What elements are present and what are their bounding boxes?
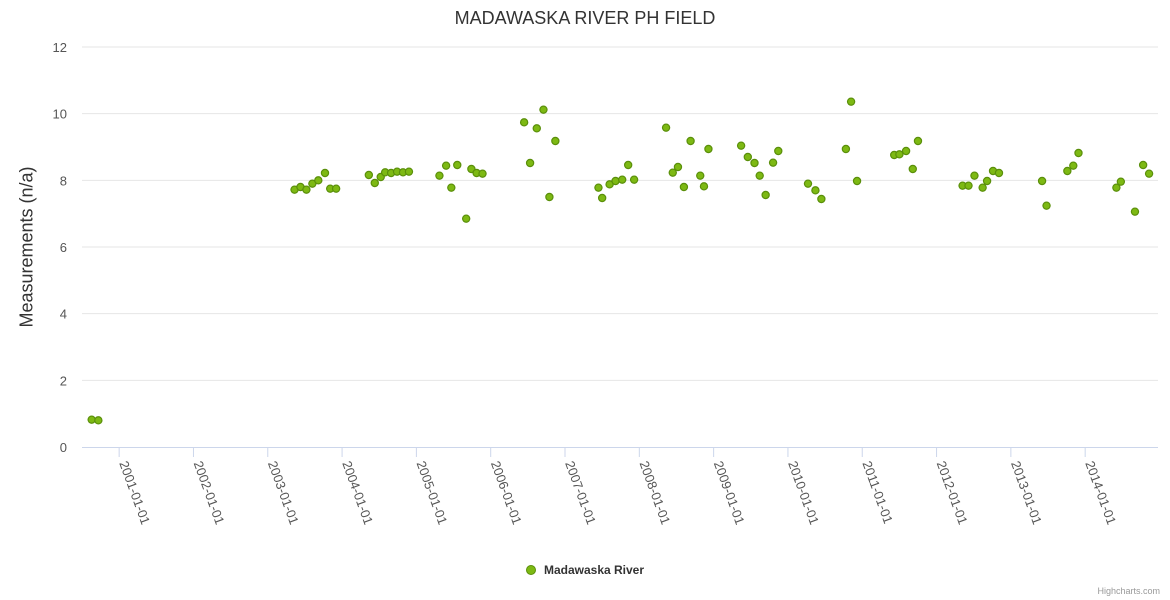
- x-tick-label: 2014-01-01: [1082, 459, 1119, 527]
- x-axis-ticks: [118, 447, 1086, 457]
- data-point[interactable]: [597, 193, 607, 203]
- y-tick-label: 8: [60, 173, 67, 188]
- data-point[interactable]: [1138, 160, 1148, 170]
- data-point[interactable]: [852, 176, 862, 186]
- data-point[interactable]: [618, 175, 627, 184]
- x-tick-label: 2003-01-01: [265, 459, 302, 527]
- data-point[interactable]: [994, 168, 1004, 178]
- x-tick-label: 2001-01-01: [116, 459, 153, 527]
- x-tick-label: 2004-01-01: [339, 459, 376, 527]
- data-point[interactable]: [1042, 201, 1051, 210]
- data-point[interactable]: [519, 118, 529, 127]
- x-tick-label: 2013-01-01: [1008, 459, 1045, 527]
- data-point[interactable]: [913, 136, 923, 146]
- data-point[interactable]: [611, 176, 620, 186]
- x-tick-label: 2005-01-01: [414, 459, 451, 527]
- x-tick-label: 2012-01-01: [934, 459, 971, 527]
- data-point[interactable]: [768, 158, 778, 167]
- data-point[interactable]: [1130, 207, 1140, 216]
- data-point[interactable]: [532, 124, 541, 133]
- data-point[interactable]: [447, 183, 456, 192]
- data-point[interactable]: [441, 161, 451, 170]
- data-point[interactable]: [1116, 177, 1126, 186]
- x-tick-label: 2010-01-01: [785, 459, 822, 527]
- x-axis-labels: 2001-01-01 2002-01-01 2003-01-01 2004-01-01…: [116, 459, 1119, 527]
- y-tick-label: 6: [60, 240, 67, 255]
- data-point[interactable]: [743, 152, 753, 162]
- data-point[interactable]: [761, 190, 770, 200]
- legend-label: Madawaska River: [543, 563, 645, 577]
- legend-marker: [525, 565, 536, 575]
- data-point[interactable]: [1069, 161, 1078, 170]
- y-tick-label: 4: [60, 307, 67, 322]
- data-point[interactable]: [908, 164, 917, 174]
- data-point[interactable]: [1074, 148, 1083, 158]
- data-point[interactable]: [1063, 166, 1072, 176]
- y-tick-label: 2: [60, 373, 67, 388]
- data-point[interactable]: [811, 186, 820, 195]
- data-point[interactable]: [551, 136, 560, 146]
- data-point[interactable]: [901, 146, 911, 156]
- data-point[interactable]: [94, 416, 103, 425]
- data-point[interactable]: [895, 150, 904, 159]
- data-point[interactable]: [982, 176, 992, 186]
- data-point[interactable]: [320, 168, 330, 178]
- data-point[interactable]: [686, 136, 695, 146]
- data-point[interactable]: [364, 170, 374, 180]
- data-point[interactable]: [699, 182, 709, 191]
- data-point[interactable]: [453, 160, 462, 170]
- data-point[interactable]: [435, 171, 444, 180]
- data-point[interactable]: [978, 183, 987, 192]
- x-tick-label: 2007-01-01: [562, 459, 599, 527]
- data-point[interactable]: [302, 185, 311, 194]
- y-axis-labels: 0 2 4 6 8 10 12: [53, 40, 67, 455]
- y-tick-label: 12: [53, 40, 67, 55]
- data-point[interactable]: [803, 179, 813, 188]
- data-point[interactable]: [696, 171, 705, 180]
- data-point[interactable]: [846, 97, 856, 106]
- data-point[interactable]: [673, 162, 683, 172]
- data-point[interactable]: [755, 171, 764, 180]
- data-point[interactable]: [679, 182, 689, 192]
- data-point[interactable]: [1112, 183, 1121, 192]
- data-point[interactable]: [750, 158, 759, 168]
- data-point[interactable]: [461, 214, 471, 223]
- data-point[interactable]: [623, 160, 633, 170]
- y-tick-label: 0: [60, 440, 67, 455]
- y-gridlines: [82, 46, 1158, 381]
- legend[interactable]: Madawaska River: [0, 563, 1170, 578]
- data-point[interactable]: [525, 158, 535, 168]
- data-point[interactable]: [1037, 176, 1047, 186]
- data-point[interactable]: [1144, 169, 1154, 178]
- data-point[interactable]: [539, 105, 548, 114]
- data-point[interactable]: [704, 144, 713, 154]
- data-point[interactable]: [736, 141, 746, 150]
- data-point[interactable]: [817, 194, 826, 204]
- data-point[interactable]: [370, 178, 379, 188]
- data-point[interactable]: [478, 169, 487, 178]
- data-point[interactable]: [629, 175, 639, 184]
- x-tick-label: 2002-01-01: [191, 459, 228, 527]
- data-point[interactable]: [331, 184, 341, 193]
- data-point[interactable]: [970, 171, 979, 180]
- data-point[interactable]: [594, 183, 603, 192]
- data-point[interactable]: [841, 144, 851, 154]
- x-tick-label: 2009-01-01: [711, 459, 748, 527]
- x-tick-label: 2011-01-01: [859, 459, 896, 526]
- chart-title: MADAWASKA RIVER PH FIELD: [454, 8, 716, 28]
- data-point[interactable]: [87, 415, 96, 424]
- data-point[interactable]: [668, 168, 677, 177]
- scatter-series: [87, 97, 1154, 425]
- data-point[interactable]: [404, 167, 414, 176]
- x-tick-label: 2006-01-01: [488, 459, 525, 527]
- data-point[interactable]: [314, 176, 323, 185]
- data-point[interactable]: [545, 192, 554, 202]
- y-tick-label: 10: [53, 107, 67, 122]
- credits-link[interactable]: Highcharts.com: [1097, 586, 1160, 596]
- x-tick-label: 2008-01-01: [637, 459, 674, 527]
- data-point[interactable]: [774, 146, 783, 156]
- data-point[interactable]: [661, 123, 671, 132]
- data-point[interactable]: [964, 181, 973, 190]
